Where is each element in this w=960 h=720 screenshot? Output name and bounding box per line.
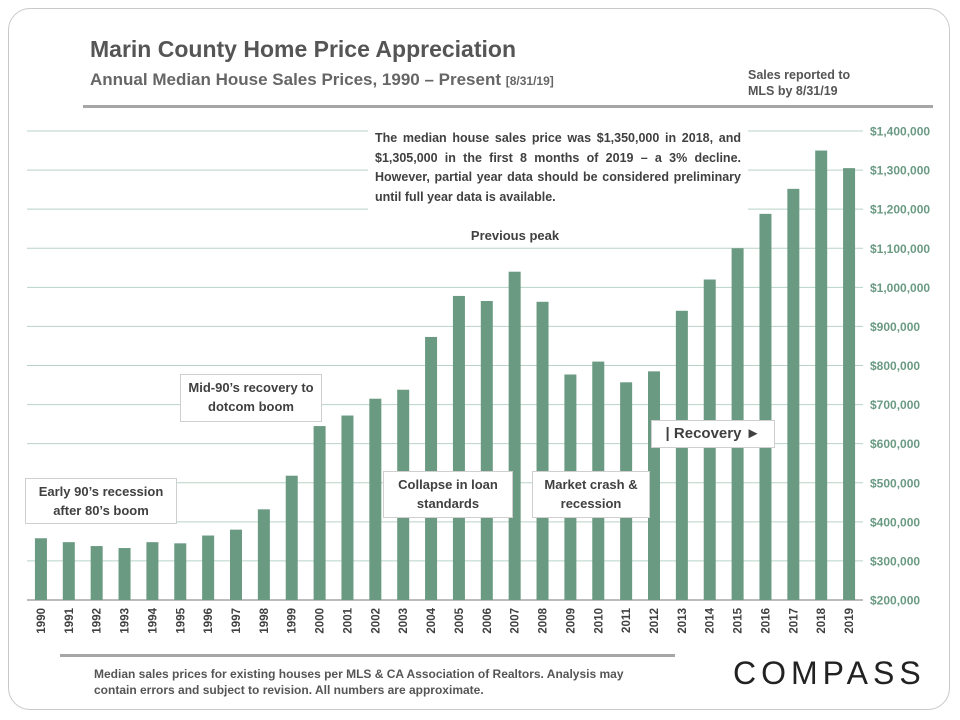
bar-1996 xyxy=(202,535,215,600)
y-axis-labels: $200,000 $300,000 $400,000 $500,000 $600,000… xyxy=(870,125,930,608)
bar-2018 xyxy=(815,150,828,600)
bar-2007 xyxy=(508,271,521,600)
y-tick-label: $800,000 xyxy=(870,359,920,373)
bars xyxy=(34,150,856,601)
x-tick-label: 1997 xyxy=(231,608,243,634)
bar-1997 xyxy=(230,529,242,600)
x-tick-label: 1996 xyxy=(203,608,215,634)
x-tick-label: 1994 xyxy=(147,607,159,633)
bar-2019 xyxy=(843,168,856,601)
bar-2005 xyxy=(452,295,465,600)
previous-peak-label: Previous peak xyxy=(470,228,560,243)
x-tick-label: 2019 xyxy=(844,608,856,634)
bar-2001 xyxy=(341,415,354,600)
x-tick-label: 2015 xyxy=(733,607,745,633)
y-tick-label: $1,400,000 xyxy=(870,125,930,139)
x-tick-label: 1995 xyxy=(175,607,187,633)
y-tick-label: $200,000 xyxy=(870,594,920,608)
x-tick-label: 2012 xyxy=(649,608,661,634)
x-tick-label: 2001 xyxy=(342,607,354,633)
bar-1995 xyxy=(174,543,187,600)
x-axis-labels: 1990 1991 1992 1993 1994 1995 1996 1997 1998 1999… xyxy=(36,607,856,633)
data-as-of-note: Sales reported to MLS by 8/31/19 xyxy=(748,68,851,98)
bar-2016 xyxy=(759,213,772,600)
x-tick-label: 1991 xyxy=(64,607,76,633)
bar-2002 xyxy=(369,398,382,600)
bar-1991 xyxy=(62,542,75,600)
x-tick-label: 1998 xyxy=(259,607,271,633)
y-tick-label: $1,300,000 xyxy=(870,164,930,178)
bar-1990 xyxy=(34,538,47,600)
x-tick-label: 1990 xyxy=(36,608,48,634)
x-tick-label: 2009 xyxy=(565,608,577,634)
bar-1992 xyxy=(90,546,103,600)
footer-divider xyxy=(60,654,675,657)
x-tick-label: 2010 xyxy=(593,608,605,634)
median-price-callout: The median house sales price was $1,350,… xyxy=(368,125,748,211)
x-tick-label: 1993 xyxy=(120,608,132,634)
y-tick-label: $300,000 xyxy=(870,554,920,568)
bar-2006 xyxy=(480,301,493,600)
header-divider xyxy=(83,105,933,108)
bar-2013 xyxy=(675,310,688,600)
y-tick-label: $1,200,000 xyxy=(870,203,930,217)
compass-logo: COMPASS xyxy=(733,655,926,691)
bar-2004 xyxy=(425,336,438,600)
y-tick-label: $700,000 xyxy=(870,398,920,412)
subtitle-text: Annual Median House Sales Prices, 1990 –… xyxy=(90,70,502,89)
x-tick-label: 2018 xyxy=(816,607,828,633)
y-tick-label: $500,000 xyxy=(870,476,920,490)
x-tick-label: 2003 xyxy=(398,608,410,634)
bar-2017 xyxy=(787,188,800,601)
bar-2008 xyxy=(536,301,549,600)
bar-1998 xyxy=(257,509,270,600)
y-tick-label: $1,000,000 xyxy=(870,281,930,295)
recovery-annotation: | Recovery ► xyxy=(651,420,775,448)
x-tick-label: 1992 xyxy=(92,608,104,634)
chart-title: Marin County Home Price Appreciation xyxy=(90,36,516,62)
market-crash-annotation: Market crash & recession xyxy=(532,471,650,518)
bar-1994 xyxy=(146,542,159,600)
subtitle-date: [8/31/19] xyxy=(505,74,554,88)
x-tick-label: 2013 xyxy=(677,608,689,634)
x-tick-label: 2016 xyxy=(760,608,772,634)
x-tick-label: 1999 xyxy=(287,608,299,634)
x-tick-label: 2000 xyxy=(315,608,327,634)
x-tick-label: 2004 xyxy=(426,607,438,633)
collapse-annotation: Collapse in loan standards xyxy=(383,471,513,518)
x-tick-label: 2002 xyxy=(370,608,382,634)
x-tick-label: 2011 xyxy=(621,607,633,633)
footnote: Median sales prices for existing houses … xyxy=(94,667,624,697)
bar-1993 xyxy=(118,548,131,600)
x-tick-label: 2006 xyxy=(482,608,494,634)
chart-subtitle: Annual Median House Sales Prices, 1990 –… xyxy=(90,70,554,90)
y-tick-label: $900,000 xyxy=(870,320,920,334)
x-tick-label: 2008 xyxy=(538,607,550,633)
bar-2000 xyxy=(313,426,326,600)
y-tick-label: $400,000 xyxy=(870,515,920,529)
y-tick-label: $600,000 xyxy=(870,437,920,451)
x-tick-label: 2014 xyxy=(705,607,717,633)
x-tick-label: 2005 xyxy=(454,607,466,633)
x-tick-label: 2017 xyxy=(788,608,800,634)
bar-1999 xyxy=(285,475,298,600)
early-90s-annotation: Early 90’s recession after 80’s boom xyxy=(25,478,177,524)
y-tick-label: $1,100,000 xyxy=(870,242,930,256)
x-tick-label: 2007 xyxy=(510,608,522,634)
mid-90s-annotation: Mid-90’s recovery to dotcom boom xyxy=(180,374,322,422)
